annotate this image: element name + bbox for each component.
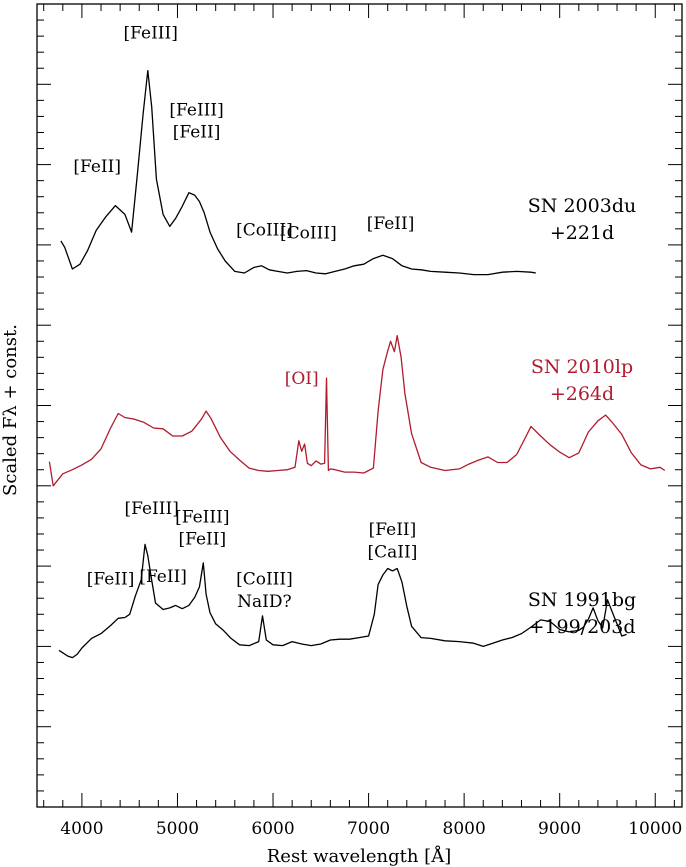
series-epoch-label: +199/203d — [528, 616, 635, 638]
line-id-label: [FeII] — [87, 570, 135, 590]
y-axis-title: Scaled Fλ + const. — [0, 324, 21, 496]
line-id-label: [CaII] — [368, 542, 418, 562]
axis-ticks — [37, 4, 682, 807]
line-id-label: [FeII] — [178, 529, 226, 549]
series-name-label: SN 2003du — [528, 195, 636, 217]
series-epoch-label: +264d — [550, 383, 614, 405]
line-id-label: [FeII] — [139, 567, 187, 587]
line-id-label: [FeII] — [367, 214, 415, 234]
series-labels: SN 2003du +221d SN 2010lp +264d SN 1991bg +19… — [528, 195, 636, 638]
series-layer — [48, 69, 666, 659]
x-tick-label: 6000 — [251, 819, 294, 839]
line-id-label: [FeIII] — [175, 508, 229, 528]
line-id-label: [FeIII] — [124, 24, 178, 44]
line-id-label: [FeIII] — [169, 101, 223, 121]
series-name-label: SN 1991bg — [528, 589, 636, 611]
x-tick-label: 8000 — [443, 819, 486, 839]
annotation-layer: [FeIII][FeIII][FeII][FeII][CoIII][CoIII]… — [73, 24, 417, 613]
series-name-label: SN 2010lp — [531, 356, 633, 378]
line-id-label: [CoIII] — [280, 223, 337, 243]
x-tick-label: 5000 — [156, 819, 199, 839]
spectrum-line-1 — [60, 69, 536, 276]
line-id-label: [CoIII] — [236, 220, 293, 240]
x-tick-labels: 4000 5000 6000 7000 8000 9000 10000 — [60, 819, 682, 839]
plot-frame — [36, 3, 683, 808]
line-id-label: NaID? — [237, 592, 291, 612]
spectrum-line-3 — [58, 543, 627, 659]
line-id-label: [OI] — [285, 369, 319, 389]
x-tick-label: 10000 — [628, 819, 682, 839]
line-id-label: [FeII] — [369, 520, 417, 540]
series-epoch-label: +221d — [550, 222, 614, 244]
line-id-label: [FeII] — [173, 122, 221, 142]
line-id-label: [FeIII] — [124, 499, 178, 519]
line-id-label: [CoIII] — [236, 570, 293, 590]
spectrum-line-2 — [48, 334, 666, 487]
x-tick-label: 9000 — [538, 819, 581, 839]
x-axis-title: Rest wavelength [Å] — [267, 845, 451, 867]
x-tick-label: 4000 — [60, 819, 103, 839]
line-id-label: [FeII] — [73, 157, 121, 177]
x-tick-label: 7000 — [347, 819, 390, 839]
